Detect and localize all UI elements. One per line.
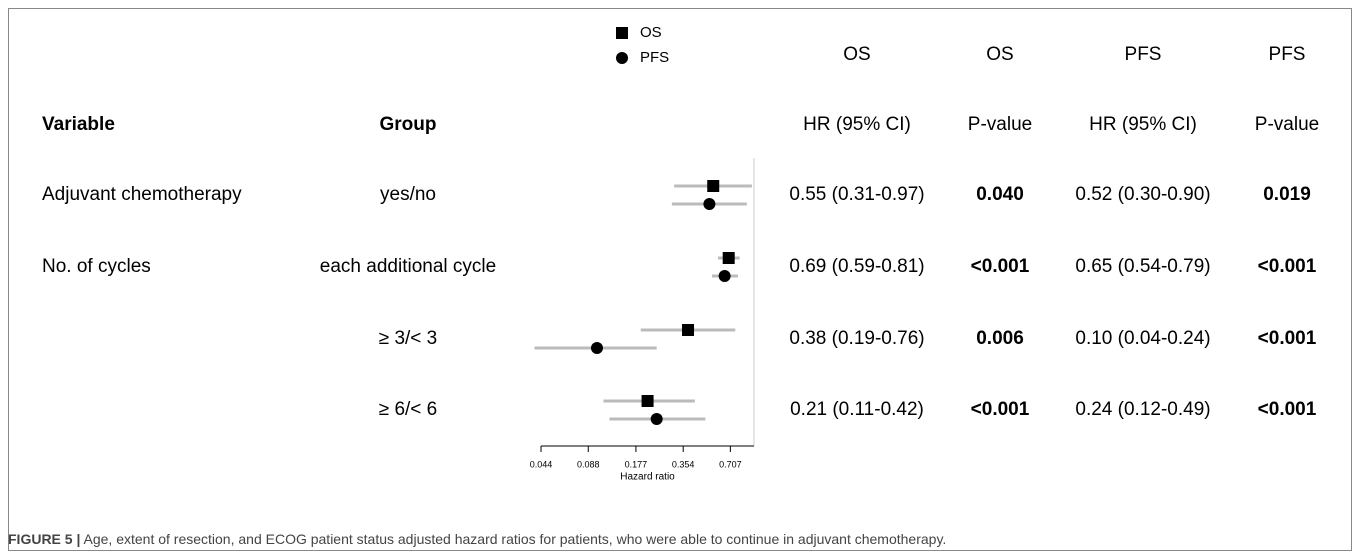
column-group-label: OS (843, 44, 870, 65)
column-header: P-value (1255, 114, 1319, 135)
legend-marker (616, 52, 628, 64)
p-value: 0.040 (976, 184, 1024, 205)
hr-ci-label: 0.65 (0.54-0.79) (1075, 256, 1210, 277)
legend-label: OS (640, 24, 662, 41)
caption-label: FIGURE 5 | (8, 531, 80, 547)
column-group-label: OS (986, 44, 1013, 65)
group-label: ≥ 3/< 3 (379, 328, 438, 349)
legend-marker (616, 27, 628, 39)
variable-label: Adjuvant chemotherapy (42, 184, 242, 205)
x-tick-label: 0.354 (672, 459, 695, 469)
legend-label: PFS (640, 49, 669, 66)
p-value: <0.001 (1258, 256, 1317, 277)
column-header: HR (95% CI) (803, 114, 911, 135)
hr-ci-label: 0.24 (0.12-0.49) (1075, 399, 1210, 420)
p-value: <0.001 (1258, 328, 1317, 349)
hr-ci-label: 0.55 (0.31-0.97) (789, 184, 924, 205)
column-header: HR (95% CI) (1089, 114, 1197, 135)
x-tick-label: 0.177 (625, 459, 648, 469)
caption-text: Age, extent of resection, and ECOG patie… (84, 531, 947, 547)
group-label: yes/no (380, 184, 436, 205)
caption: FIGURE 5 | Age, extent of resection, and… (8, 531, 946, 547)
hr-ci-label: 0.21 (0.11-0.42) (790, 399, 924, 420)
p-value: <0.001 (971, 256, 1030, 277)
x-tick-label: 0.044 (530, 459, 553, 469)
hr-ci-label: 0.69 (0.59-0.81) (789, 256, 924, 277)
hr-marker (641, 395, 654, 407)
x-tick-label: 0.088 (577, 459, 600, 469)
hr-marker (722, 252, 735, 264)
hr-marker (682, 324, 695, 336)
column-header: Variable (42, 114, 115, 135)
p-value: 0.006 (976, 328, 1024, 349)
hr-marker (590, 342, 603, 354)
hr-ci-label: 0.10 (0.04-0.24) (1075, 328, 1210, 349)
x-tick-label: 0.707 (719, 459, 742, 469)
p-value: <0.001 (1258, 399, 1317, 420)
column-header: Group (380, 114, 437, 135)
x-axis-label: Hazard ratio (620, 472, 675, 483)
column-group-label: PFS (1269, 44, 1306, 65)
variable-label: No. of cycles (42, 256, 151, 277)
column-group-label: PFS (1125, 44, 1162, 65)
hr-marker (718, 270, 731, 282)
column-header: P-value (968, 114, 1032, 135)
group-label: ≥ 6/< 6 (379, 399, 438, 420)
p-value: <0.001 (971, 399, 1030, 420)
hr-marker (703, 198, 716, 210)
hr-marker (707, 180, 720, 192)
p-value: 0.019 (1263, 184, 1311, 205)
hr-ci-label: 0.38 (0.19-0.76) (789, 328, 924, 349)
group-label: each additional cycle (320, 256, 496, 277)
hr-marker (650, 413, 663, 425)
hr-ci-label: 0.52 (0.30-0.90) (1075, 184, 1210, 205)
